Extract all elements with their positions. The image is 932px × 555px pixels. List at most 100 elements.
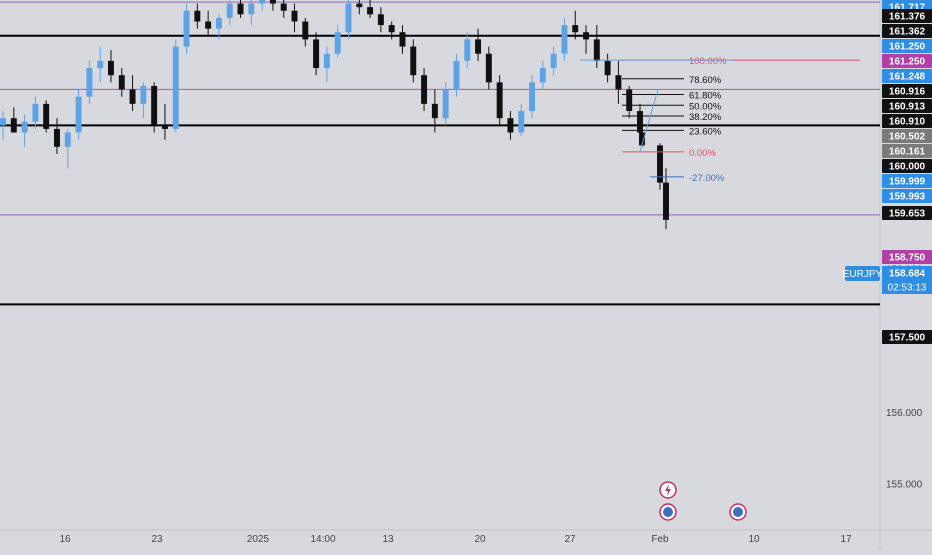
- candle-body: [237, 3, 244, 15]
- price-label-box: [882, 206, 932, 220]
- candle-body: [161, 125, 168, 129]
- price-label-box: [882, 9, 932, 23]
- candle-body: [140, 85, 147, 104]
- candle-body: [421, 75, 428, 104]
- candle-body: [529, 82, 536, 112]
- time-tick-label: 17: [840, 534, 852, 545]
- price-tick-label: 155.000: [886, 479, 923, 490]
- price-label-box: [882, 99, 932, 113]
- candle-body: [637, 111, 643, 133]
- price-label-box: [882, 189, 932, 203]
- candle-body: [86, 68, 93, 97]
- candle-body: [593, 39, 600, 61]
- candle-body: [194, 10, 201, 22]
- price-label-box: [882, 174, 932, 188]
- candle-body: [464, 39, 471, 61]
- price-label-box: [882, 24, 932, 38]
- price-label-text: 161.250: [889, 42, 926, 53]
- price-label-box: [882, 250, 932, 264]
- price-label-text: 161.250: [889, 57, 926, 68]
- dividend-event-icon[interactable]: [659, 481, 677, 499]
- candle-body: [399, 32, 406, 47]
- candle-body: [539, 68, 546, 83]
- time-tick-label: 10: [748, 534, 760, 545]
- economic-event-icon[interactable]: [659, 503, 677, 521]
- time-tick-label: 20: [474, 534, 486, 545]
- price-label-box: [882, 69, 932, 83]
- price-label-box: [882, 39, 932, 53]
- candle-body: [431, 103, 438, 119]
- price-label-box: [882, 84, 932, 98]
- time-tick-label: 16: [59, 534, 71, 545]
- fib-level-label: -27.00%: [689, 173, 725, 184]
- symbol-badge-label: EURJPY: [843, 269, 883, 280]
- candle-body: [507, 118, 514, 133]
- candle-body: [10, 118, 17, 133]
- price-label-text: 160.910: [889, 117, 926, 128]
- candle-body: [291, 10, 298, 22]
- fib-level-label: 23.60%: [689, 126, 722, 137]
- candle-body: [75, 96, 82, 133]
- candlesticks: [0, 0, 669, 230]
- candle-body: [151, 85, 158, 126]
- price-label-text: 159.993: [889, 192, 926, 203]
- candle-body: [21, 121, 28, 133]
- candle-body: [43, 103, 50, 129]
- time-tick-label: Feb: [651, 534, 669, 545]
- candle-body: [475, 39, 482, 54]
- plot-area[interactable]: [0, 0, 880, 530]
- price-label-box: [882, 159, 932, 173]
- countdown-text: 02:53:13: [888, 283, 927, 294]
- candle-body: [259, 0, 266, 4]
- candle-body: [550, 53, 557, 69]
- time-axis[interactable]: [0, 530, 932, 550]
- horizontal-levels: [0, 1, 880, 306]
- symbol-badge[interactable]: EURJPY: [843, 266, 883, 281]
- candle-body: [248, 3, 255, 15]
- candle-body: [639, 132, 645, 146]
- candle-body: [453, 60, 460, 90]
- candle-body: [388, 25, 395, 33]
- fib-level-label: 78.60%: [689, 75, 722, 86]
- candle-body: [367, 7, 374, 15]
- price-label-text: 161.717: [889, 3, 926, 14]
- price-label-text: 158.750: [889, 253, 926, 264]
- price-label-box: [882, 54, 932, 68]
- candle-body: [561, 25, 568, 54]
- candle-body: [226, 3, 233, 18]
- candle-body: [377, 14, 384, 26]
- candle-body: [657, 145, 663, 183]
- fib-level-label: 38.20%: [689, 112, 722, 123]
- time-tick-label: 27: [564, 534, 576, 545]
- candle-body: [205, 21, 212, 29]
- candle-body: [410, 46, 417, 76]
- price-label-text: 159.653: [889, 209, 926, 220]
- economic-event-icon[interactable]: [729, 503, 747, 521]
- price-label-text: 160.913: [889, 102, 926, 113]
- candle-body: [302, 21, 309, 40]
- price-label-text: 161.362: [889, 27, 926, 38]
- candle-body: [64, 132, 71, 147]
- candle-body: [615, 75, 622, 90]
- candle-body: [334, 32, 341, 54]
- candle-body: [97, 60, 104, 69]
- candle-body: [442, 89, 449, 119]
- candle-body: [0, 118, 6, 126]
- candle-body: [583, 32, 589, 40]
- price-label-text: 161.376: [889, 12, 926, 23]
- candle-body: [496, 82, 503, 119]
- fib-level-label: 61.80%: [689, 91, 722, 102]
- price-label-box: [882, 114, 932, 128]
- time-axis-ticks: 16 23 2025 14:00 13 20 27 Feb 10 17: [59, 534, 852, 545]
- event-markers[interactable]: [659, 481, 747, 521]
- price-label-text: 160.161: [889, 147, 926, 158]
- time-tick-label: 23: [151, 534, 163, 545]
- countdown-box: [882, 280, 932, 294]
- candle-body: [183, 10, 190, 47]
- price-label-text: 158.684: [889, 269, 926, 280]
- time-tick-label: 14:00: [310, 534, 335, 545]
- candle-body: [32, 103, 39, 122]
